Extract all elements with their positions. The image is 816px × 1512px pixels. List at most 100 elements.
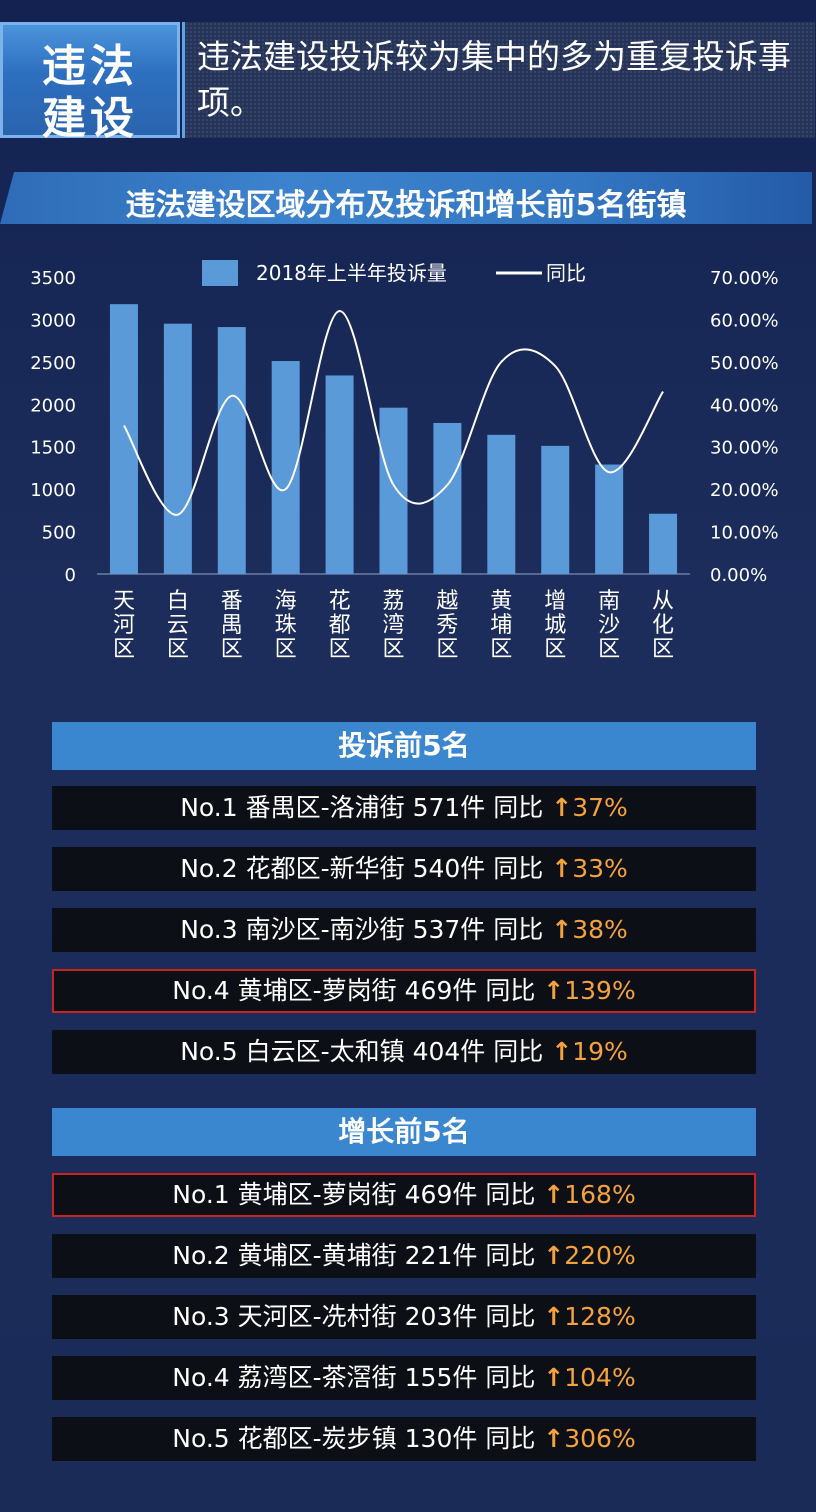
yoy-label: 同比 xyxy=(493,915,544,944)
up-arrow-icon: ↑ xyxy=(551,854,573,883)
bar xyxy=(595,464,624,574)
summary-text: 违法建设投诉较为集中的多为重复投诉事项。 xyxy=(197,37,791,122)
yoy-percent: 139% xyxy=(564,976,636,1005)
chart-section-banner: 违法建设区域分布及投诉和增长前5名街镇 xyxy=(0,172,812,224)
category-label: 从化区 xyxy=(652,589,674,662)
category-label: 花都区 xyxy=(329,589,351,662)
yoy-label: 同比 xyxy=(485,1363,536,1392)
bar xyxy=(433,422,462,574)
ranking-row: No.1 黄埔区-萝岗街 469件 同比 ↑168% xyxy=(52,1173,756,1217)
up-arrow-icon: ↑ xyxy=(543,976,565,1005)
complaint-count: 221件 xyxy=(404,1241,478,1270)
ranking-row: No.3 天河区-冼村街 203件 同比 ↑128% xyxy=(52,1295,756,1339)
right-axis-ticks: 0.00% 10.00% 20.00% 30.00% 40.00% 50.00% 60.00… xyxy=(710,268,779,586)
street-name: 白云区-太和镇 xyxy=(245,1037,405,1066)
rank-label: No.5 xyxy=(172,1424,230,1453)
growth-top5-title: 增长前5名 xyxy=(52,1108,756,1156)
legend-line-label: 同比 xyxy=(546,261,586,285)
rank-label: No.4 xyxy=(172,976,230,1005)
x-axis-categories: 天河区 白云区 番禺区 海珠区 花都区 荔湾区 越秀区 黄埔区 增城区 南沙区 从化区 xyxy=(113,589,674,662)
yoy-label: 同比 xyxy=(493,793,544,822)
yoy-percent: 37% xyxy=(572,793,628,822)
category-label: 增城区 xyxy=(544,589,566,662)
yoy-label: 同比 xyxy=(493,854,544,883)
bar xyxy=(325,375,354,574)
summary-box: 违法建设投诉较为集中的多为重复投诉事项。 xyxy=(182,22,815,138)
category-label: 南沙区 xyxy=(598,589,620,662)
left-tick-label: 3500 xyxy=(30,268,76,289)
ranking-row: No.2 黄埔区-黄埔街 221件 同比 ↑220% xyxy=(52,1234,756,1278)
legend-bar-label: 2018年上半年投诉量 xyxy=(256,261,447,285)
complaint-count: 537件 xyxy=(412,915,486,944)
yoy-percent: 306% xyxy=(564,1424,636,1453)
ranking-row: No.5 白云区-太和镇 404件 同比 ↑19% xyxy=(52,1030,756,1074)
ranking-row: No.3 南沙区-南沙街 537件 同比 ↑38% xyxy=(52,908,756,952)
category-label: 黄埔区 xyxy=(490,589,512,662)
chart-section-title: 违法建设区域分布及投诉和增长前5名街镇 xyxy=(125,188,687,223)
right-tick-label: 30.00% xyxy=(710,438,779,459)
legend-bar-swatch xyxy=(202,260,238,286)
street-name: 黄埔区-黄埔街 xyxy=(237,1241,397,1270)
yoy-percent: 104% xyxy=(564,1363,636,1392)
yoy-label: 同比 xyxy=(493,1037,544,1066)
yoy-label: 同比 xyxy=(485,1180,536,1209)
rank-label: No.3 xyxy=(172,1302,230,1331)
left-tick-label: 500 xyxy=(42,523,76,544)
street-name: 天河区-冼村街 xyxy=(237,1302,397,1331)
right-tick-label: 60.00% xyxy=(710,310,779,331)
district-complaints-chart: 2018年上半年投诉量 同比 0 500 1000 1500 2000 2500 3000 3… xyxy=(30,260,779,662)
yoy-percent: 168% xyxy=(564,1180,636,1209)
yoy-label: 同比 xyxy=(485,1302,536,1331)
left-axis-ticks: 0 500 1000 1500 2000 2500 3000 3500 xyxy=(30,268,76,586)
right-tick-label: 40.00% xyxy=(710,395,779,416)
category-label: 荔湾区 xyxy=(382,589,404,662)
up-arrow-icon: ↑ xyxy=(543,1302,565,1331)
bar xyxy=(379,407,408,574)
chart-legend: 2018年上半年投诉量 同比 xyxy=(202,260,586,286)
complaint-count: 130件 xyxy=(404,1424,478,1453)
rank-label: No.2 xyxy=(172,1241,230,1270)
left-tick-label: 1000 xyxy=(30,480,76,501)
up-arrow-icon: ↑ xyxy=(543,1241,565,1270)
street-name: 番禺区-洛浦街 xyxy=(245,793,405,822)
street-name: 南沙区-南沙街 xyxy=(245,915,405,944)
yoy-line xyxy=(123,309,664,516)
street-name: 黄埔区-萝岗街 xyxy=(237,1180,397,1209)
right-tick-label: 10.00% xyxy=(710,523,779,544)
up-arrow-icon: ↑ xyxy=(543,1424,565,1453)
yoy-percent: 33% xyxy=(572,854,628,883)
complaint-count: 155件 xyxy=(404,1363,478,1392)
category-tag: 违法 建设 xyxy=(0,22,180,144)
ranking-row: No.4 荔湾区-茶滘街 155件 同比 ↑104% xyxy=(52,1356,756,1400)
complaint-count: 469件 xyxy=(404,976,478,1005)
street-name: 花都区-炭步镇 xyxy=(237,1424,397,1453)
category-tag-line1: 违法 xyxy=(42,41,138,92)
bar xyxy=(163,323,192,574)
yoy-percent: 128% xyxy=(564,1302,636,1331)
street-name: 荔湾区-茶滘街 xyxy=(237,1363,397,1392)
yoy-percent: 220% xyxy=(564,1241,636,1270)
right-tick-label: 50.00% xyxy=(710,353,779,374)
street-name: 黄埔区-萝岗街 xyxy=(237,976,397,1005)
left-tick-label: 1500 xyxy=(30,438,76,459)
right-tick-label: 20.00% xyxy=(710,480,779,501)
yoy-label: 同比 xyxy=(485,1241,536,1270)
up-arrow-icon: ↑ xyxy=(551,1037,573,1066)
up-arrow-icon: ↑ xyxy=(543,1363,565,1392)
complaints-top5-title: 投诉前5名 xyxy=(52,722,756,770)
rank-label: No.2 xyxy=(180,854,238,883)
complaint-count: 571件 xyxy=(412,793,486,822)
bar xyxy=(541,445,570,574)
right-tick-label: 70.00% xyxy=(710,268,779,289)
left-tick-label: 0 xyxy=(65,565,76,586)
bar xyxy=(109,304,138,574)
left-tick-label: 2000 xyxy=(30,395,76,416)
rank-label: No.1 xyxy=(172,1180,230,1209)
ranking-row: No.2 花都区-新华街 540件 同比 ↑33% xyxy=(52,847,756,891)
bar-series xyxy=(109,304,678,574)
rank-label: No.1 xyxy=(180,793,238,822)
rank-label: No.4 xyxy=(172,1363,230,1392)
left-tick-label: 2500 xyxy=(30,353,76,374)
complaint-count: 540件 xyxy=(412,854,486,883)
complaint-count: 404件 xyxy=(412,1037,486,1066)
